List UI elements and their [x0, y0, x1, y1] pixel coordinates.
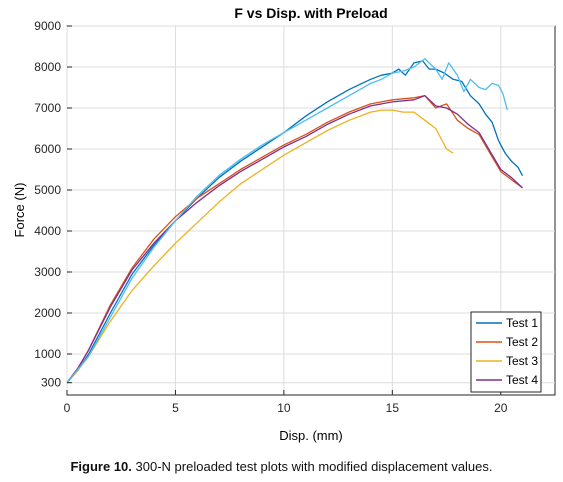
- legend-label: Test 4: [506, 373, 538, 387]
- y-axis-label: Force (N): [12, 183, 27, 238]
- chart: 0 5 10 15 20 300 1000 2000 3000 4000 5000 6000 7000 8…: [12, 5, 556, 443]
- legend-label: Test 1: [506, 316, 538, 330]
- y-tick-label: 6000: [34, 142, 61, 156]
- figure-caption-text: 300-N preloaded test plots with modified…: [135, 459, 493, 474]
- series-line-4: [66, 95, 523, 384]
- y-tick-label: 5000: [34, 183, 61, 197]
- y-tick-label: 1000: [34, 347, 61, 361]
- y-tick-label: 300: [41, 376, 61, 390]
- x-tick-label: 5: [172, 401, 179, 415]
- legend-label: Test 2: [506, 335, 538, 349]
- y-tick-label: 7000: [34, 101, 61, 115]
- figure-caption-label: Figure 10.: [70, 459, 132, 474]
- series-line-5: [66, 58, 508, 384]
- figure-caption: Figure 10. 300-N preloaded test plots wi…: [0, 459, 563, 474]
- legend-box: [470, 311, 542, 393]
- series-line-2: [66, 95, 523, 384]
- chart-title: F vs Disp. with Preload: [234, 5, 387, 21]
- series-layer: [66, 58, 524, 384]
- x-tick-label: 10: [277, 401, 291, 415]
- y-tick-label: 8000: [34, 60, 61, 74]
- legend: Test 1 Test 2 Test 3 Test 4: [470, 311, 542, 393]
- y-tick-label: 3000: [34, 265, 61, 279]
- y-tick-label: 2000: [34, 306, 61, 320]
- y-tick-label: 9000: [34, 19, 61, 33]
- legend-label: Test 3: [506, 354, 538, 368]
- ticks: 0 5 10 15 20 300 1000 2000 3000 4000 5000 6000 7000 8…: [34, 19, 507, 415]
- x-tick-label: 0: [64, 401, 71, 415]
- series-line-3: [66, 109, 454, 384]
- y-tick-label: 4000: [34, 224, 61, 238]
- x-axis-label: Disp. (mm): [279, 428, 343, 443]
- x-tick-label: 20: [494, 401, 508, 415]
- x-tick-label: 15: [386, 401, 400, 415]
